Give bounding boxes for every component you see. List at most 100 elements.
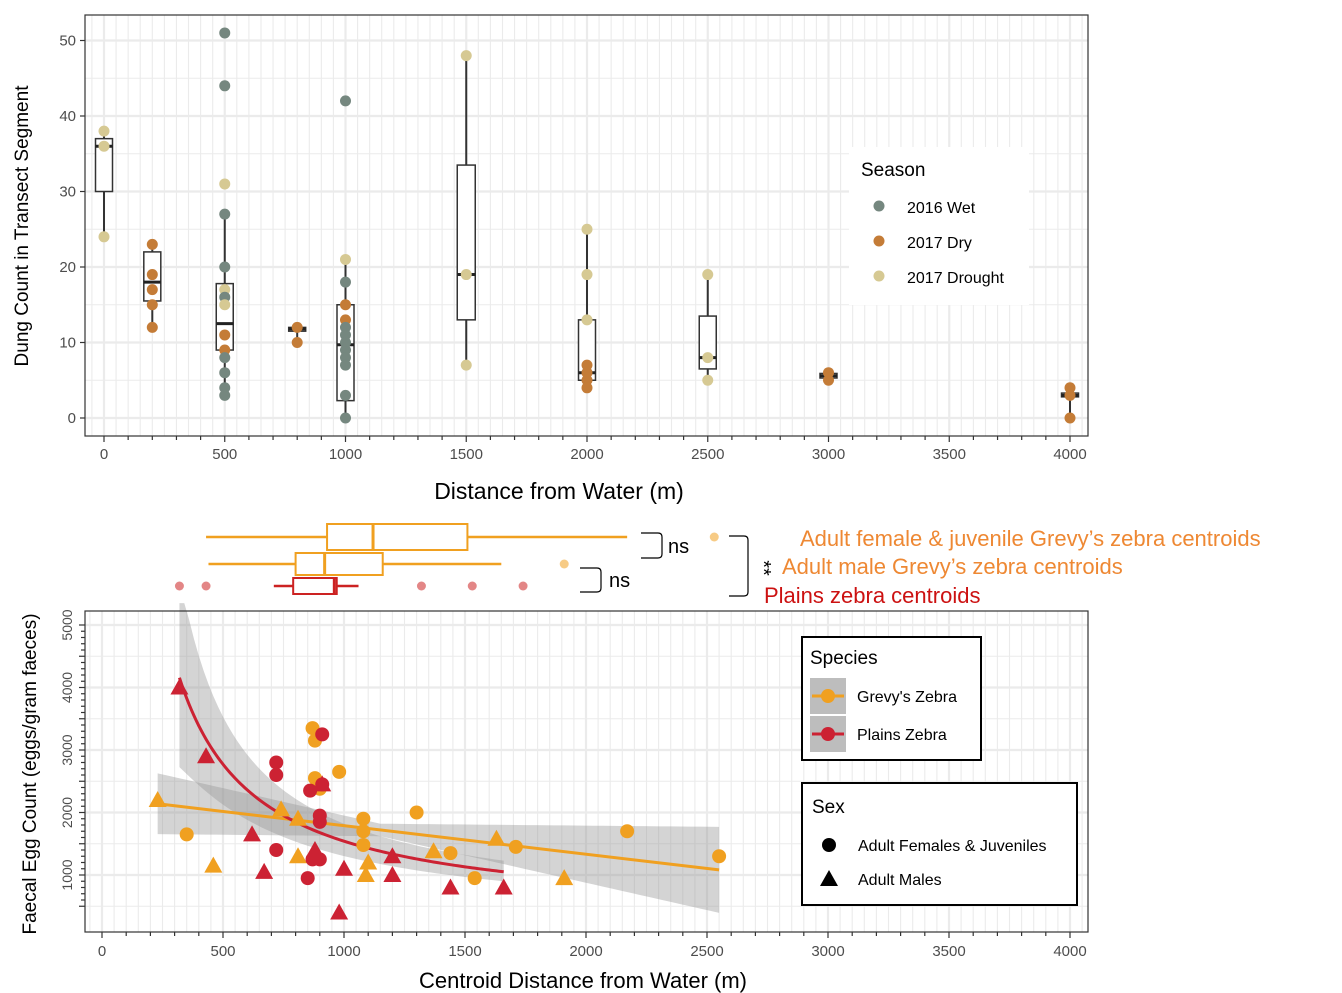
sex-legend: Sex Adult Females & Juveniles Adult Male…	[801, 782, 1078, 906]
top-data-point	[340, 276, 351, 288]
top-data-point	[219, 208, 231, 220]
legend-swatch-2017-drought	[873, 270, 885, 282]
top-data-point	[581, 374, 593, 386]
plains-female-point	[269, 755, 284, 770]
top-data-point	[219, 329, 231, 341]
bottom-x-axis-title: Centroid Distance from Water (m)	[419, 968, 747, 993]
double-star-label: **	[752, 560, 774, 576]
top-data-point	[98, 140, 110, 152]
top-data-point	[219, 27, 231, 39]
plains-male-point	[170, 678, 189, 695]
species-legend: Species Grevy's Zebra Plains Zebra	[801, 636, 982, 761]
top-x-tick-label: 3500	[933, 446, 966, 463]
top-data-point	[219, 367, 231, 379]
top-data-point	[146, 269, 158, 281]
centroid-box-body	[326, 523, 469, 551]
grevys-female-point	[443, 846, 458, 861]
grevys-female-point	[467, 871, 482, 886]
centroid-box-2	[174, 577, 528, 595]
legend-label-females: Adult Females & Juveniles	[858, 838, 1047, 855]
grevys-male-point	[356, 866, 375, 882]
top-data-point	[823, 367, 834, 379]
top-data-point	[340, 314, 351, 326]
top-data-point	[581, 269, 593, 281]
bottom-y-tick-label: 1000	[59, 859, 75, 890]
bottom-panel-confidence-bands	[157, 603, 720, 913]
top-data-point	[1064, 382, 1076, 394]
bottom-x-tick-label: 0	[98, 943, 106, 960]
top-data-point	[98, 231, 110, 243]
plains-male-point	[494, 878, 513, 895]
top-data-point	[219, 178, 231, 190]
top-x-tick-label: 3000	[812, 446, 845, 463]
grevys-male-point	[204, 856, 223, 873]
plains-male-point	[335, 859, 353, 876]
plains-female-point	[315, 727, 330, 742]
top-data-point	[460, 269, 472, 281]
top-data-point	[340, 389, 351, 401]
bottom-x-tick-label: 500	[210, 943, 235, 960]
centroid-outlier	[174, 581, 184, 591]
top-y-axis-title: Dung Count in Transect Segment	[12, 85, 33, 367]
top-data-point	[219, 261, 231, 273]
top-data-point	[460, 359, 472, 371]
box-body	[456, 164, 476, 321]
legend-triangle-shape	[820, 870, 838, 886]
grevys-male-point	[555, 869, 574, 886]
legend-label-plains: Plains Zebra	[857, 727, 947, 744]
bottom-y-tick-label: 3000	[59, 734, 75, 765]
top-x-tick-label: 2000	[570, 446, 603, 463]
plains-male-point	[441, 878, 460, 895]
plains-female-point	[269, 843, 284, 857]
season-legend: Season 2016 Wet 2017 Dry 2017 Drought	[849, 147, 1029, 305]
top-data-point	[702, 374, 714, 386]
top-data-point	[702, 352, 714, 364]
grevys-fit-line	[157, 802, 720, 872]
top-data-point	[340, 95, 351, 107]
top-data-point	[460, 50, 472, 62]
top-data-point	[219, 284, 231, 296]
top-data-point	[581, 359, 593, 371]
top-data-point	[340, 337, 351, 348]
top-data-point	[340, 359, 351, 371]
bottom-panel-fit-lines	[157, 677, 720, 874]
top-x-tick-label: 2500	[691, 446, 724, 463]
grevys-male-point	[289, 847, 308, 864]
legend-label-2017-dry: 2017 Dry	[907, 235, 972, 252]
legend-swatch-2016-wet	[873, 200, 885, 212]
bottom-y-tick-label: 4000	[59, 672, 75, 703]
top-data-point	[219, 352, 231, 364]
plains-female-point	[303, 783, 318, 798]
plains-female-point	[312, 814, 327, 829]
top-data-point	[340, 352, 351, 364]
bottom-x-tick-label: 4000	[1053, 943, 1086, 960]
grevys-female-point	[712, 849, 727, 864]
grevys-male-point	[289, 809, 308, 826]
centroid-outlier	[559, 559, 569, 569]
legend-label-2016-wet: 2016 Wet	[907, 200, 976, 217]
top-data-point	[581, 382, 593, 394]
top-data-point	[219, 291, 231, 303]
bottom-y-tick-label: 2000	[59, 797, 75, 828]
top-data-point	[219, 299, 231, 311]
label-female-grevys: Adult female & juvenile Grevy’s zebra ce…	[800, 526, 1261, 551]
grevys-male-point	[487, 829, 506, 846]
top-x-tick-label: 1500	[450, 446, 483, 463]
plains-male-point	[383, 847, 402, 864]
grevys-female-point	[356, 811, 371, 826]
grevys-female-point	[332, 764, 347, 779]
plains-male-point	[197, 747, 216, 764]
top-x-axis-title: Distance from Water (m)	[434, 478, 684, 504]
centroid-outlier	[416, 581, 426, 591]
top-x-tick-label: 0	[100, 446, 108, 463]
centroid-box-body	[292, 577, 338, 595]
bottom-x-tick-label: 3000	[811, 943, 844, 960]
grevys-female-point	[356, 824, 371, 839]
centroid-outlier	[518, 581, 528, 591]
plains-confidence-band	[179, 603, 504, 882]
top-data-point	[219, 382, 231, 394]
top-y-tick-label: 50	[59, 33, 76, 50]
grevys-female-point	[179, 827, 194, 842]
top-x-tick-label: 1000	[329, 446, 362, 463]
